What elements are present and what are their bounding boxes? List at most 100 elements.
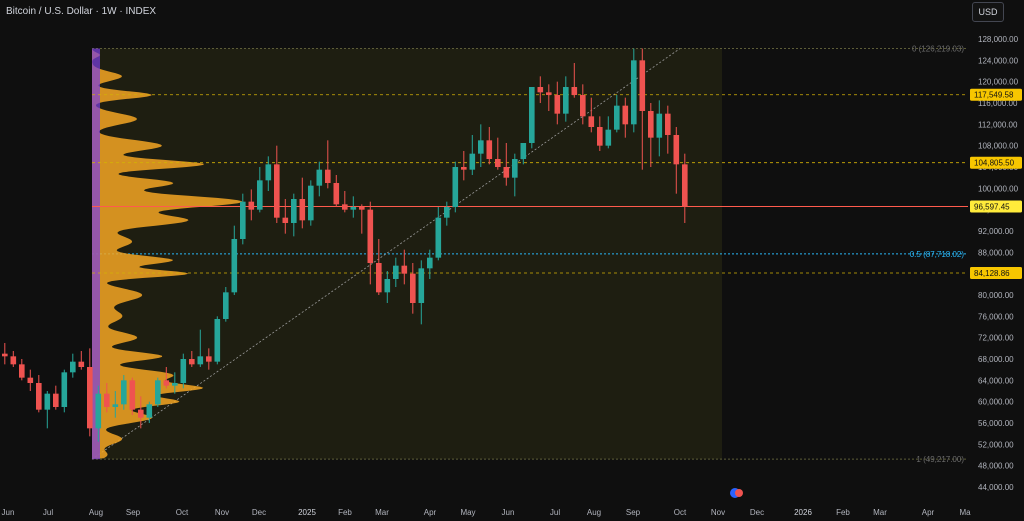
candle-body (546, 92, 552, 95)
candle-body (418, 268, 425, 303)
candle-body (614, 105, 620, 130)
y-tick-label: 56,000.00 (978, 419, 1014, 428)
candle-body (376, 263, 382, 293)
x-tick-label: Mar (375, 508, 389, 517)
fib-level-label: 0.5 (87,718.02) (910, 250, 965, 259)
candle-body (291, 199, 297, 223)
candle-body (10, 356, 17, 365)
candle-body (129, 380, 136, 410)
candle-body (597, 127, 603, 146)
candle-body (53, 393, 59, 407)
candle-body (622, 105, 629, 125)
candle-body (27, 377, 34, 383)
candle-body (444, 207, 450, 218)
candle-body (172, 383, 178, 386)
x-tick-label: May (460, 508, 475, 517)
candle-body (87, 367, 93, 429)
candle-body (571, 87, 578, 95)
candle-body (299, 199, 306, 221)
x-tick-label: Jul (43, 508, 53, 517)
y-tick-label: 128,000.00 (978, 35, 1019, 44)
volume-profile-band (92, 48, 100, 460)
candle-body (308, 185, 314, 221)
candle-body (350, 207, 357, 210)
candle-body (257, 180, 263, 210)
candle-body (563, 87, 569, 114)
y-tick-label: 44,000.00 (978, 483, 1014, 492)
x-tick-label: Jun (502, 508, 515, 517)
candle-body (44, 393, 51, 410)
candle-body (427, 257, 433, 269)
candle-body (214, 319, 221, 362)
x-tick-label: Aug (89, 508, 103, 517)
candle-body (435, 217, 442, 258)
x-tick-label: Feb (338, 508, 352, 517)
y-tick-label: 120,000.00 (978, 78, 1019, 87)
candle-body (478, 140, 484, 154)
candle-body (206, 356, 212, 362)
candle-body (180, 359, 187, 383)
y-tick-label: 100,000.00 (978, 184, 1019, 193)
trend-line (91, 48, 681, 460)
candle-body (316, 169, 323, 186)
candle-body (605, 129, 612, 146)
candle-body (265, 164, 272, 181)
candle-body (342, 204, 348, 210)
candle-body (61, 372, 68, 407)
candle-body (631, 60, 637, 125)
symbol-title[interactable]: Bitcoin / U.S. Dollar · 1W · INDEX (6, 6, 157, 17)
candle-body (248, 201, 255, 210)
x-tick-label: Sep (126, 508, 141, 517)
x-tick-label: Jul (550, 508, 560, 517)
candle-body (282, 217, 289, 223)
x-tick-label: Jun (2, 508, 15, 517)
y-tick-label: 64,000.00 (978, 376, 1014, 385)
candle-body (673, 135, 680, 165)
x-tick-label: Apr (424, 508, 437, 517)
x-tick-label: Feb (836, 508, 850, 517)
y-tick-label: 68,000.00 (978, 355, 1014, 364)
fib-level-label: 1 (49,217.00) (916, 455, 964, 464)
y-tick-label: 60,000.00 (978, 398, 1014, 407)
y-tick-label: 76,000.00 (978, 312, 1014, 321)
fib-level-label: 0 (126,219.03) (912, 44, 964, 53)
x-tick-label: Aug (587, 508, 601, 517)
candle-body (486, 140, 493, 159)
candle-body (189, 359, 195, 365)
y-tick-label: 72,000.00 (978, 334, 1014, 343)
price-tag-label: 84,128.86 (974, 269, 1010, 278)
candle-body (197, 356, 204, 365)
candle-body (333, 183, 340, 205)
y-tick-label: 92,000.00 (978, 227, 1014, 236)
candle-body (138, 409, 144, 418)
y-tick-label: 112,000.00 (978, 120, 1018, 129)
candle-body (520, 143, 527, 159)
candle-body (588, 116, 595, 127)
price-tag (970, 88, 1022, 101)
candle-body (512, 159, 518, 178)
x-tick-label: Nov (711, 508, 725, 517)
candle-body (580, 95, 586, 117)
candle-body (656, 113, 663, 138)
candle-body (503, 167, 510, 178)
candle-body (529, 87, 535, 143)
x-tick-label: Mar (873, 508, 887, 517)
event-marker-icon (735, 489, 743, 497)
price-tag-label: 96,597.45 (974, 202, 1010, 211)
currency-button[interactable]: USD (972, 2, 1004, 22)
candle-body (367, 209, 374, 263)
candle-body (393, 265, 399, 279)
candle-body (19, 364, 25, 378)
candle-body (240, 201, 246, 239)
price-tag-label: 104,805.50 (974, 159, 1015, 168)
price-tag (970, 156, 1022, 169)
candle-body (223, 292, 229, 319)
y-tick-label: 48,000.00 (978, 462, 1014, 471)
candle-body (452, 167, 459, 207)
x-tick-label: Oct (674, 508, 687, 517)
x-tick-label: Ma (959, 508, 971, 517)
candle-body (231, 239, 238, 293)
x-tick-label: 2026 (794, 508, 812, 517)
y-tick-label: 108,000.00 (978, 142, 1019, 151)
